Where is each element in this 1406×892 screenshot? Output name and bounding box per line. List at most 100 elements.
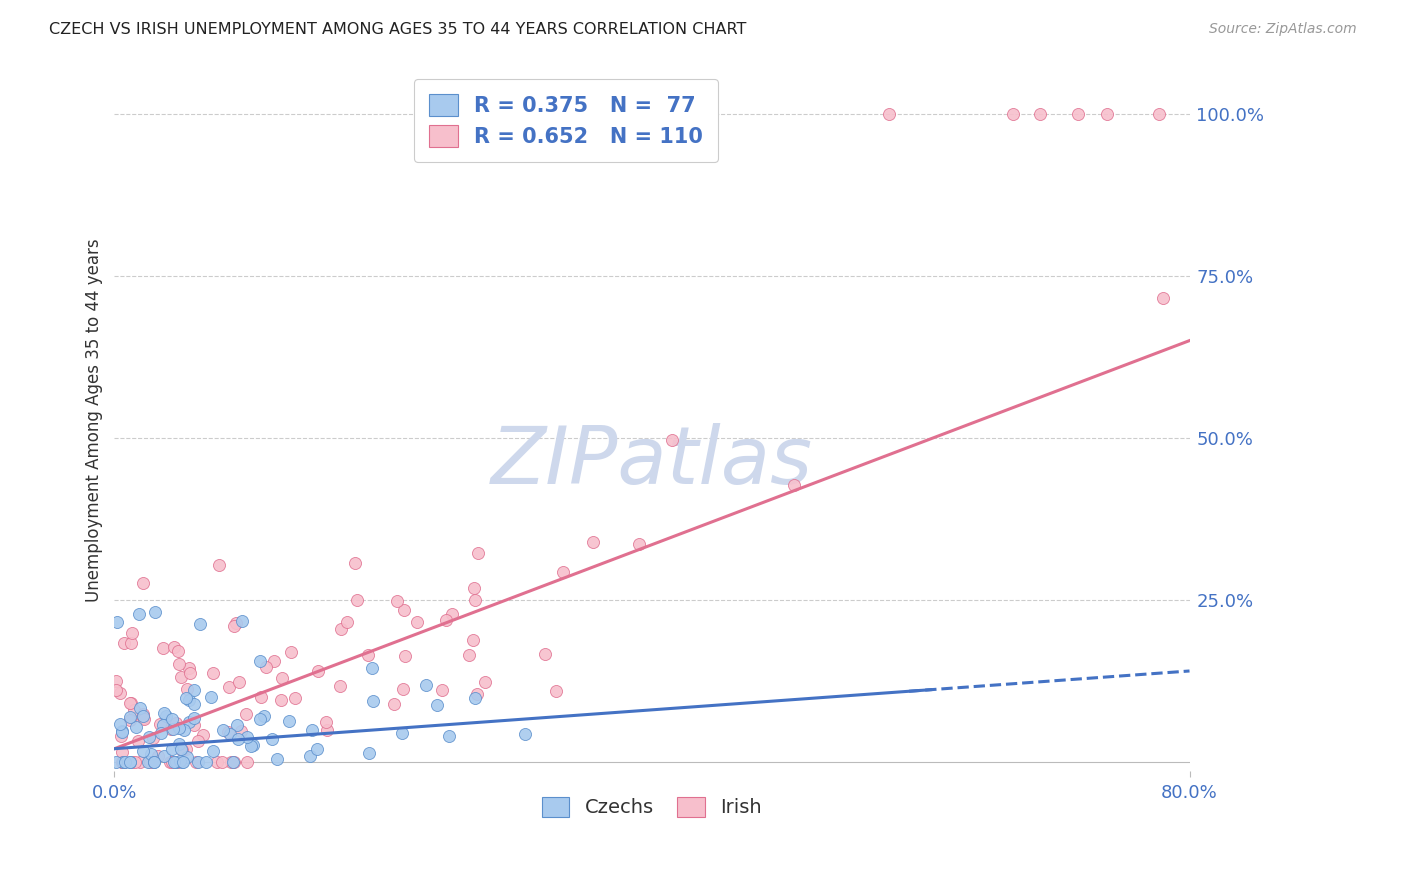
Point — [222, 619, 245, 633]
Point — [105, 615, 128, 629]
Point — [391, 726, 413, 740]
Point — [138, 731, 160, 745]
Point — [344, 557, 367, 571]
Point — [513, 726, 536, 740]
Text: CZECH VS IRISH UNEMPLOYMENT AMONG AGES 35 TO 44 YEARS CORRELATION CHART: CZECH VS IRISH UNEMPLOYMENT AMONG AGES 3… — [49, 22, 747, 37]
Point — [132, 744, 155, 758]
Point — [179, 666, 201, 681]
Point — [299, 748, 322, 763]
Point — [284, 690, 307, 705]
Point — [1029, 107, 1052, 121]
Point — [174, 741, 197, 756]
Point — [426, 698, 449, 712]
Point — [202, 744, 225, 758]
Point — [242, 739, 264, 753]
Point — [104, 673, 127, 688]
Point — [280, 645, 302, 659]
Point — [253, 709, 276, 723]
Point — [219, 755, 242, 769]
Point — [249, 712, 271, 726]
Point — [112, 755, 135, 769]
Point — [249, 654, 271, 668]
Point — [415, 678, 437, 692]
Point — [150, 726, 173, 740]
Point — [628, 536, 651, 550]
Point — [553, 565, 575, 579]
Point — [461, 632, 484, 647]
Point — [661, 434, 683, 448]
Point — [120, 696, 142, 710]
Point — [1149, 107, 1171, 121]
Point — [392, 682, 415, 697]
Point — [112, 755, 135, 769]
Point — [173, 723, 195, 738]
Point — [160, 712, 183, 726]
Point — [329, 679, 352, 693]
Point — [382, 698, 405, 712]
Point — [111, 755, 134, 769]
Point — [205, 755, 228, 769]
Point — [1067, 107, 1090, 121]
Legend: Czechs, Irish: Czechs, Irish — [534, 789, 769, 825]
Point — [174, 690, 197, 705]
Point — [160, 755, 183, 769]
Point — [236, 755, 259, 769]
Point — [153, 749, 176, 764]
Point — [336, 615, 359, 629]
Y-axis label: Unemployment Among Ages 35 to 44 years: Unemployment Among Ages 35 to 44 years — [86, 238, 103, 602]
Point — [148, 748, 170, 763]
Point — [457, 648, 479, 662]
Point — [111, 755, 134, 769]
Point — [544, 683, 567, 698]
Point — [208, 558, 231, 573]
Point — [263, 654, 285, 668]
Point — [254, 660, 277, 674]
Point — [136, 755, 159, 769]
Text: Source: ZipAtlas.com: Source: ZipAtlas.com — [1209, 22, 1357, 37]
Point — [183, 718, 205, 732]
Point — [125, 719, 148, 733]
Point — [211, 755, 233, 769]
Point — [132, 576, 155, 591]
Point — [266, 752, 288, 766]
Point — [200, 690, 222, 705]
Point — [301, 723, 323, 737]
Point — [534, 647, 557, 661]
Point — [1152, 291, 1174, 305]
Point — [118, 755, 141, 769]
Point — [1001, 107, 1024, 121]
Point — [108, 686, 131, 700]
Point — [152, 640, 174, 655]
Point — [139, 747, 162, 761]
Point — [111, 725, 134, 739]
Point — [183, 682, 205, 697]
Point — [359, 747, 381, 761]
Point — [394, 649, 416, 664]
Point — [307, 741, 329, 756]
Point — [124, 755, 146, 769]
Point — [225, 718, 247, 732]
Point — [111, 724, 134, 739]
Point — [202, 665, 225, 680]
Point — [172, 743, 194, 757]
Point — [187, 755, 209, 769]
Point — [142, 731, 165, 745]
Point — [270, 693, 292, 707]
Point — [387, 593, 409, 607]
Point — [474, 674, 496, 689]
Point — [160, 723, 183, 737]
Point — [877, 107, 900, 121]
Point — [155, 708, 177, 723]
Point — [163, 640, 186, 654]
Point — [183, 711, 205, 725]
Point — [152, 718, 174, 732]
Point — [464, 592, 486, 607]
Point — [406, 615, 429, 630]
Point — [129, 755, 152, 769]
Point — [179, 660, 201, 674]
Point — [170, 670, 193, 684]
Point — [114, 755, 136, 769]
Point — [581, 535, 603, 549]
Point — [240, 739, 263, 753]
Point — [222, 755, 245, 769]
